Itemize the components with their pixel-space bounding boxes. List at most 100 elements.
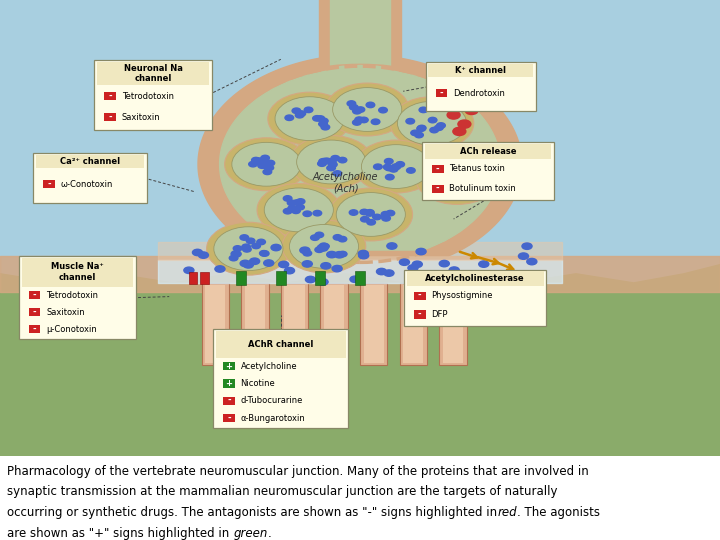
Circle shape xyxy=(315,247,323,253)
FancyBboxPatch shape xyxy=(213,329,348,428)
Circle shape xyxy=(417,126,426,131)
Circle shape xyxy=(458,120,471,128)
Circle shape xyxy=(347,101,356,106)
Text: Tetrodotoxin: Tetrodotoxin xyxy=(122,91,174,100)
Circle shape xyxy=(316,116,325,121)
FancyBboxPatch shape xyxy=(407,272,544,286)
Circle shape xyxy=(361,217,369,222)
Circle shape xyxy=(353,109,361,114)
Circle shape xyxy=(457,183,466,189)
FancyBboxPatch shape xyxy=(414,310,426,319)
Circle shape xyxy=(379,107,387,113)
FancyBboxPatch shape xyxy=(216,331,346,357)
FancyBboxPatch shape xyxy=(29,291,40,299)
Circle shape xyxy=(257,239,266,245)
FancyBboxPatch shape xyxy=(425,144,551,159)
Circle shape xyxy=(315,232,323,238)
Circle shape xyxy=(413,261,423,267)
Circle shape xyxy=(383,164,392,170)
FancyBboxPatch shape xyxy=(403,285,423,363)
Text: DFP: DFP xyxy=(431,310,448,319)
Circle shape xyxy=(319,159,328,164)
Circle shape xyxy=(350,276,360,282)
Circle shape xyxy=(229,255,238,261)
FancyBboxPatch shape xyxy=(29,308,40,316)
FancyBboxPatch shape xyxy=(29,325,40,333)
Text: -: - xyxy=(32,325,37,334)
Circle shape xyxy=(207,222,290,275)
Circle shape xyxy=(336,193,405,237)
FancyBboxPatch shape xyxy=(324,285,344,363)
Text: Acetylcholinesterase: Acetylcholinesterase xyxy=(426,274,525,284)
Circle shape xyxy=(522,243,532,249)
Circle shape xyxy=(449,267,459,273)
Circle shape xyxy=(275,97,344,140)
Text: -: - xyxy=(32,291,37,300)
Polygon shape xyxy=(220,69,500,250)
Circle shape xyxy=(400,259,410,265)
FancyBboxPatch shape xyxy=(284,285,305,363)
Circle shape xyxy=(302,261,312,267)
Circle shape xyxy=(319,246,328,251)
Circle shape xyxy=(349,105,358,110)
FancyBboxPatch shape xyxy=(241,283,269,365)
Circle shape xyxy=(456,176,464,181)
Circle shape xyxy=(360,209,369,215)
Circle shape xyxy=(312,116,321,121)
Circle shape xyxy=(303,211,312,217)
Circle shape xyxy=(268,92,351,145)
FancyBboxPatch shape xyxy=(400,283,427,365)
Circle shape xyxy=(322,158,330,164)
Circle shape xyxy=(359,251,369,256)
Circle shape xyxy=(329,188,413,241)
Circle shape xyxy=(333,235,342,240)
FancyBboxPatch shape xyxy=(245,285,265,363)
Circle shape xyxy=(366,211,374,216)
Circle shape xyxy=(415,152,499,205)
Bar xyxy=(189,272,197,284)
Circle shape xyxy=(320,244,329,249)
Circle shape xyxy=(353,120,361,125)
Polygon shape xyxy=(330,0,390,69)
FancyBboxPatch shape xyxy=(36,155,144,168)
Text: synaptic transmission at the mammalian neuromuscular junction are the targets of: synaptic transmission at the mammalian n… xyxy=(7,485,558,498)
Bar xyxy=(355,272,365,285)
Text: μ-Conotoxin: μ-Conotoxin xyxy=(46,325,96,334)
FancyBboxPatch shape xyxy=(33,153,147,202)
Text: red: red xyxy=(498,506,517,519)
FancyBboxPatch shape xyxy=(436,89,447,97)
Circle shape xyxy=(447,172,456,178)
Circle shape xyxy=(271,245,281,251)
Circle shape xyxy=(240,235,248,240)
Text: . The agonists: . The agonists xyxy=(517,506,600,519)
Circle shape xyxy=(406,118,415,124)
Circle shape xyxy=(338,251,347,257)
Circle shape xyxy=(332,266,342,272)
Circle shape xyxy=(248,161,257,167)
Circle shape xyxy=(443,164,451,170)
Circle shape xyxy=(447,111,460,119)
Circle shape xyxy=(384,165,393,171)
Circle shape xyxy=(443,171,451,177)
Polygon shape xyxy=(198,55,522,255)
Circle shape xyxy=(439,260,449,267)
FancyBboxPatch shape xyxy=(205,285,225,363)
Text: occurring or synthetic drugs. The antagonists are shown as "-" signs highlighted: occurring or synthetic drugs. The antago… xyxy=(7,506,498,519)
FancyBboxPatch shape xyxy=(320,283,348,365)
Text: -: - xyxy=(32,308,37,316)
Circle shape xyxy=(242,244,251,249)
Circle shape xyxy=(453,127,466,136)
Circle shape xyxy=(374,164,382,170)
FancyBboxPatch shape xyxy=(97,62,209,85)
Circle shape xyxy=(318,279,328,285)
FancyBboxPatch shape xyxy=(404,269,546,326)
Circle shape xyxy=(518,253,528,259)
Circle shape xyxy=(441,99,454,107)
Circle shape xyxy=(259,160,268,165)
Circle shape xyxy=(232,143,301,186)
Circle shape xyxy=(265,165,274,171)
Circle shape xyxy=(386,211,395,216)
Text: -: - xyxy=(108,113,112,122)
Circle shape xyxy=(462,172,471,177)
Text: -: - xyxy=(47,180,51,189)
